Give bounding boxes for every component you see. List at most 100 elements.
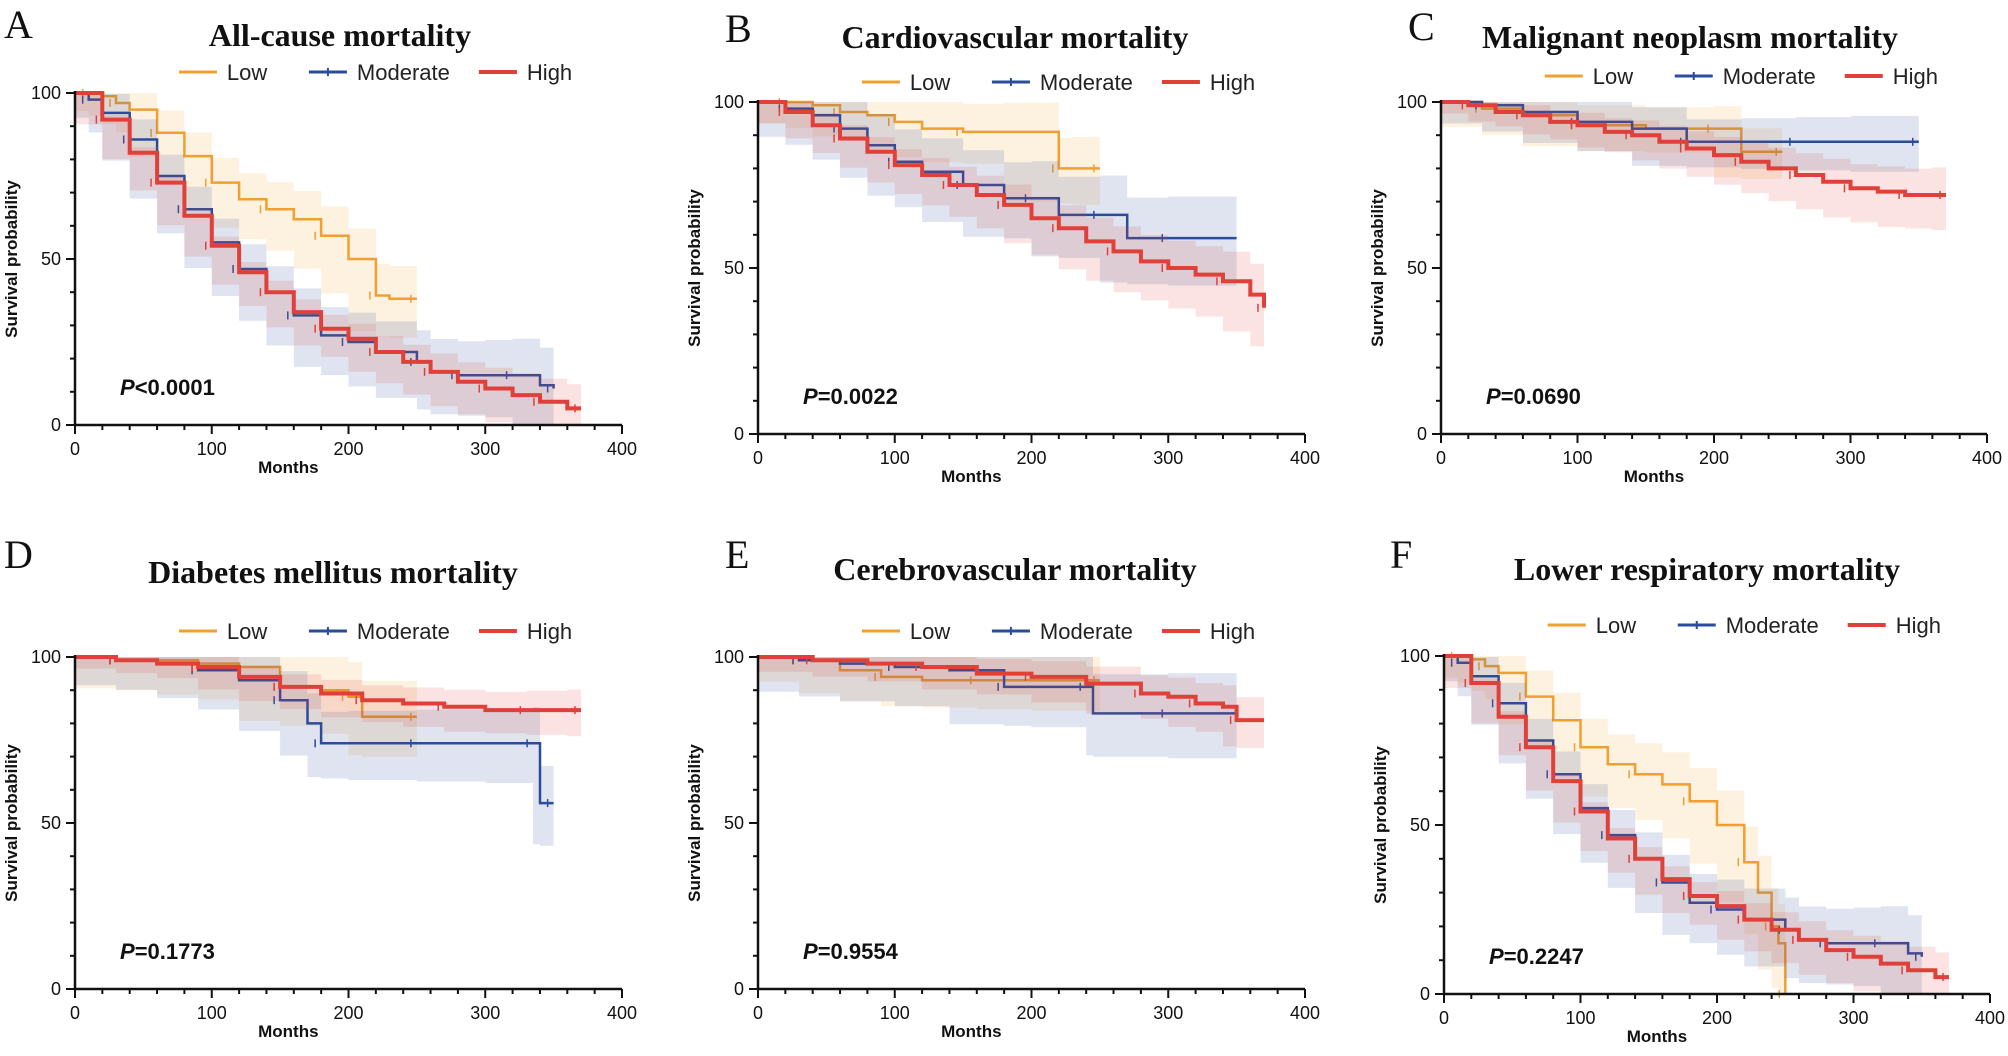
panel-title: Cerebrovascular mortality <box>833 551 1196 587</box>
x-tick-label: 100 <box>880 1003 910 1023</box>
legend-label-high: High <box>527 619 572 644</box>
axes: 0 100 200 300 400 0 50 100 Months Survival probab… <box>685 92 1320 486</box>
x-tick-label: 400 <box>607 439 637 459</box>
series-line-low <box>1444 654 1787 994</box>
p-value-number: =0.9554 <box>818 939 899 964</box>
y-tick-label: 50 <box>41 249 61 269</box>
y-tick-label: 50 <box>724 258 744 278</box>
p-value-symbol: P <box>120 375 135 400</box>
plot-area <box>758 655 1264 759</box>
y-tick-label: 100 <box>1400 646 1430 666</box>
ci-band-high <box>75 657 581 737</box>
y-axis-label: Survival probability <box>1371 746 1390 904</box>
x-tick-label: 200 <box>333 439 363 459</box>
ci-band-low <box>1441 102 1783 179</box>
legend-item-low: Low <box>178 619 267 644</box>
axes: 0 100 200 300 400 0 50 100 Months Survival probab… <box>685 647 1320 1041</box>
legend-label-moderate: Moderate <box>357 60 450 85</box>
p-value-number: =0.1773 <box>135 939 215 964</box>
legend: Low Moderate High <box>178 60 572 85</box>
legend-label-high: High <box>1210 619 1255 644</box>
legend-item-high: High <box>478 60 572 85</box>
ci-band-moderate <box>1444 656 1922 994</box>
x-tick-label: 300 <box>1153 448 1183 468</box>
y-axis-label: Survival probability <box>685 189 704 347</box>
y-tick-label: 100 <box>31 83 61 103</box>
axes: 0 100 200 300 400 0 50 100 Months Survival probab… <box>1371 646 2005 1046</box>
x-tick-label: 0 <box>70 439 80 459</box>
x-tick-label: 300 <box>470 1003 500 1023</box>
x-tick-label: 300 <box>1153 1003 1183 1023</box>
x-tick-label: 200 <box>1016 1003 1046 1023</box>
series-line-high <box>1441 100 1946 197</box>
x-tick-label: 200 <box>1702 1008 1732 1028</box>
legend-item-moderate: Moderate <box>1677 613 1819 638</box>
p-value-symbol: P <box>803 939 818 964</box>
legend: Low Moderate High <box>178 619 572 644</box>
p-value: P=0.0690 <box>1486 384 1581 409</box>
panel-d: D Diabetes mellitus mortality Low Moderate H… <box>2 532 637 1041</box>
series-line-high <box>75 655 581 713</box>
x-tick-label: 100 <box>197 1003 227 1023</box>
y-axis-label: Survival probability <box>685 744 704 902</box>
legend-label-high: High <box>1896 613 1941 638</box>
axes: 0 100 200 300 400 0 50 100 Months Survival probab… <box>2 647 637 1041</box>
x-tick-label: 300 <box>1838 1008 1868 1028</box>
y-tick-label: 100 <box>714 647 744 667</box>
legend-label-moderate: Moderate <box>1726 613 1819 638</box>
legend-item-low: Low <box>861 619 950 644</box>
panel-title: Diabetes mellitus mortality <box>148 554 518 590</box>
ci-band-low <box>75 657 417 757</box>
panel-c: C Malignant neoplasm mortality Low Moderate… <box>1368 4 2002 486</box>
series-line-low <box>75 91 417 301</box>
p-value-number: =0.0690 <box>1501 384 1581 409</box>
legend-label-low: Low <box>1596 613 1636 638</box>
series-line-high <box>758 100 1266 308</box>
y-tick-label: 0 <box>734 979 744 999</box>
y-tick-label: 0 <box>1417 424 1427 444</box>
legend-label-low: Low <box>1593 64 1633 89</box>
legend-item-moderate: Moderate <box>308 619 450 644</box>
y-tick-label: 100 <box>714 92 744 112</box>
y-tick-label: 0 <box>51 979 61 999</box>
panel-letter: F <box>1390 532 1412 577</box>
ci-band-high <box>758 102 1264 347</box>
legend-item-moderate: Moderate <box>308 60 450 85</box>
p-value-symbol: P <box>120 939 135 964</box>
ci-band-high <box>1444 656 1949 994</box>
x-tick-label: 0 <box>753 448 763 468</box>
panel-letter: A <box>4 2 33 47</box>
x-axis-label: Months <box>258 1022 318 1041</box>
x-axis-label: Months <box>941 1022 1001 1041</box>
legend: Low Moderate High <box>1544 64 1938 89</box>
p-value-number: =0.0022 <box>818 384 898 409</box>
p-value-number: =0.2247 <box>1504 944 1584 969</box>
x-axis-label: Months <box>258 458 318 477</box>
panel-letter: D <box>4 532 33 577</box>
y-axis-label: Survival probability <box>1368 189 1387 347</box>
axes: 0 100 200 300 400 0 50 100 Months Survival probab… <box>2 83 637 477</box>
y-axis-label: Survival probability <box>2 180 21 338</box>
x-tick-label: 300 <box>1835 448 1865 468</box>
legend-item-low: Low <box>1544 64 1633 89</box>
legend-item-moderate: Moderate <box>991 70 1133 95</box>
p-value: P<0.0001 <box>120 375 215 400</box>
panel-title: All-cause mortality <box>209 17 471 53</box>
legend-label-moderate: Moderate <box>1040 70 1133 95</box>
x-tick-label: 400 <box>1290 448 1320 468</box>
y-tick-label: 100 <box>31 647 61 667</box>
y-tick-label: 100 <box>1397 92 1427 112</box>
legend-item-low: Low <box>1547 613 1636 638</box>
legend: Low Moderate High <box>861 70 1255 95</box>
axes: 0 100 200 300 400 0 50 100 Months Survival probab… <box>1368 92 2002 486</box>
series-line-high <box>75 91 581 411</box>
legend-item-high: High <box>478 619 572 644</box>
x-tick-label: 400 <box>1972 448 2002 468</box>
x-tick-label: 100 <box>1565 1008 1595 1028</box>
ci-band-high <box>1441 102 1946 230</box>
legend-label-low: Low <box>227 619 267 644</box>
x-axis-label: Months <box>1624 467 1684 486</box>
plot-area <box>75 655 581 846</box>
legend-item-high: High <box>1161 619 1255 644</box>
panel-title: Cardiovascular mortality <box>842 19 1189 55</box>
